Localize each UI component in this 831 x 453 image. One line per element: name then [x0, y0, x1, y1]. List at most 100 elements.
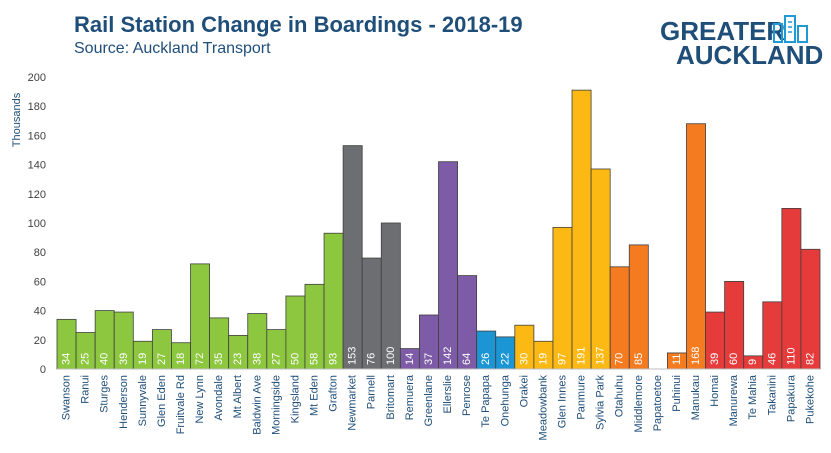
category-label: Puhinui	[671, 375, 683, 412]
category-label: Papakura	[785, 374, 797, 422]
category-label: Onehunga	[499, 374, 511, 426]
data-label: 11	[671, 354, 683, 365]
greater-auckland-logo: GREATER AUCKLAND	[656, 14, 823, 70]
data-label: 19	[137, 353, 149, 365]
data-label: 142	[442, 347, 454, 365]
category-label: Greenlane	[423, 375, 435, 426]
y-tick-label: 200	[28, 72, 46, 84]
category-label: Takanini	[766, 375, 778, 415]
city-buildings-icon	[773, 15, 808, 43]
data-label: 25	[80, 353, 92, 365]
category-label: Papatoetoe	[652, 375, 664, 431]
data-label: 46	[766, 353, 778, 365]
data-label: 39	[118, 353, 130, 365]
category-label: Te Mahia	[747, 374, 759, 420]
bar-series: 34 25 40 39 19 27 18 72 35 23 38 27 50 58 93 153 76 100 14…	[56, 89, 821, 370]
y-tick-label: 40	[34, 306, 46, 318]
y-tick-label: 0	[40, 364, 46, 376]
data-label: 191	[576, 347, 588, 365]
data-label: 137	[595, 347, 607, 365]
chart-subtitle: Source: Auckland Transport	[74, 40, 271, 57]
data-label: 39	[709, 353, 721, 365]
data-label: 23	[232, 353, 244, 365]
y-tick-label: 100	[28, 218, 46, 230]
logo-text-line2: AUCKLAND	[676, 40, 824, 70]
data-label: 97	[556, 353, 568, 365]
data-label: 60	[728, 353, 740, 365]
y-tick-label: 60	[34, 276, 46, 288]
category-label: Ellerslie	[442, 375, 454, 414]
data-label: 30	[518, 353, 530, 365]
data-label: 82	[804, 353, 816, 365]
category-label: Morningside	[270, 375, 282, 435]
bar	[571, 89, 592, 370]
bar	[342, 145, 363, 370]
bar	[686, 123, 706, 370]
category-label: Kingsland	[289, 375, 301, 423]
y-axis: 0 20 40 60 80 100 120 140 160 180 200	[28, 72, 46, 376]
bar	[438, 161, 458, 370]
data-label: 168	[690, 347, 702, 365]
category-label: Panmure	[576, 375, 588, 420]
data-label: 110	[785, 347, 797, 365]
data-label: 100	[385, 347, 397, 365]
bar	[590, 168, 611, 370]
data-label: 37	[423, 353, 435, 365]
category-label: Remuera	[404, 374, 416, 420]
data-label: 35	[213, 353, 225, 365]
data-label: 22	[499, 353, 511, 365]
category-label: Parnell	[366, 375, 378, 409]
data-label: 72	[194, 353, 206, 365]
data-label: 34	[61, 353, 73, 365]
category-label: Te Papapa	[480, 374, 492, 427]
data-label: 38	[251, 353, 263, 365]
category-label: Grafton	[328, 375, 340, 412]
category-label: Sturges	[99, 375, 111, 413]
category-label: Pukekohe	[804, 375, 816, 424]
bar	[323, 232, 344, 370]
category-label: Swanson	[61, 375, 73, 420]
category-label: Ranui	[80, 375, 92, 404]
bar	[800, 248, 821, 370]
category-label: Manukau	[690, 375, 702, 420]
category-label: Mt Albert	[232, 375, 244, 418]
bar	[781, 207, 802, 370]
category-label: Manurewa	[728, 374, 740, 426]
y-axis-label: Thousands	[11, 92, 23, 147]
data-label: 26	[480, 353, 492, 365]
category-label: New Lynn	[194, 375, 206, 424]
category-label: Otahuhu	[614, 375, 626, 417]
bar	[628, 244, 649, 370]
data-label: 76	[366, 353, 378, 365]
x-axis: Swanson Ranui Sturges Henderson Sunnyvale Gle…	[57, 368, 820, 440]
category-label: Homai	[709, 375, 721, 407]
chart-title: Rail Station Change in Boardings - 2018-…	[74, 12, 523, 37]
category-label: Glen Eden	[156, 375, 168, 427]
y-tick-label: 20	[34, 335, 46, 347]
category-label: Sunnyvale	[137, 375, 149, 426]
data-label: 18	[175, 353, 187, 365]
category-label: Sylvia Park	[595, 375, 607, 431]
data-label: 70	[614, 353, 626, 365]
y-tick-label: 160	[28, 130, 46, 142]
logo-text-line1: GREATER	[660, 16, 786, 46]
data-label: 14	[404, 353, 416, 365]
y-tick-label: 180	[28, 101, 46, 113]
bar	[361, 257, 382, 370]
data-label: 85	[633, 353, 645, 365]
data-label: 64	[461, 353, 473, 365]
category-label: Baldwin Ave	[251, 375, 263, 435]
category-label: Newmarket	[347, 375, 359, 431]
category-label: Mt Eden	[309, 375, 321, 416]
data-label: 27	[270, 353, 282, 365]
y-tick-label: 120	[28, 189, 46, 201]
category-label: Fruitvale Rd	[175, 375, 187, 434]
y-tick-label: 80	[34, 247, 46, 259]
data-label: 153	[347, 347, 359, 365]
data-label: 27	[156, 353, 168, 365]
category-label: Orakei	[518, 375, 530, 407]
data-label: 58	[309, 353, 321, 365]
category-label: Middlemore	[633, 375, 645, 432]
category-label: Penrose	[461, 375, 473, 416]
